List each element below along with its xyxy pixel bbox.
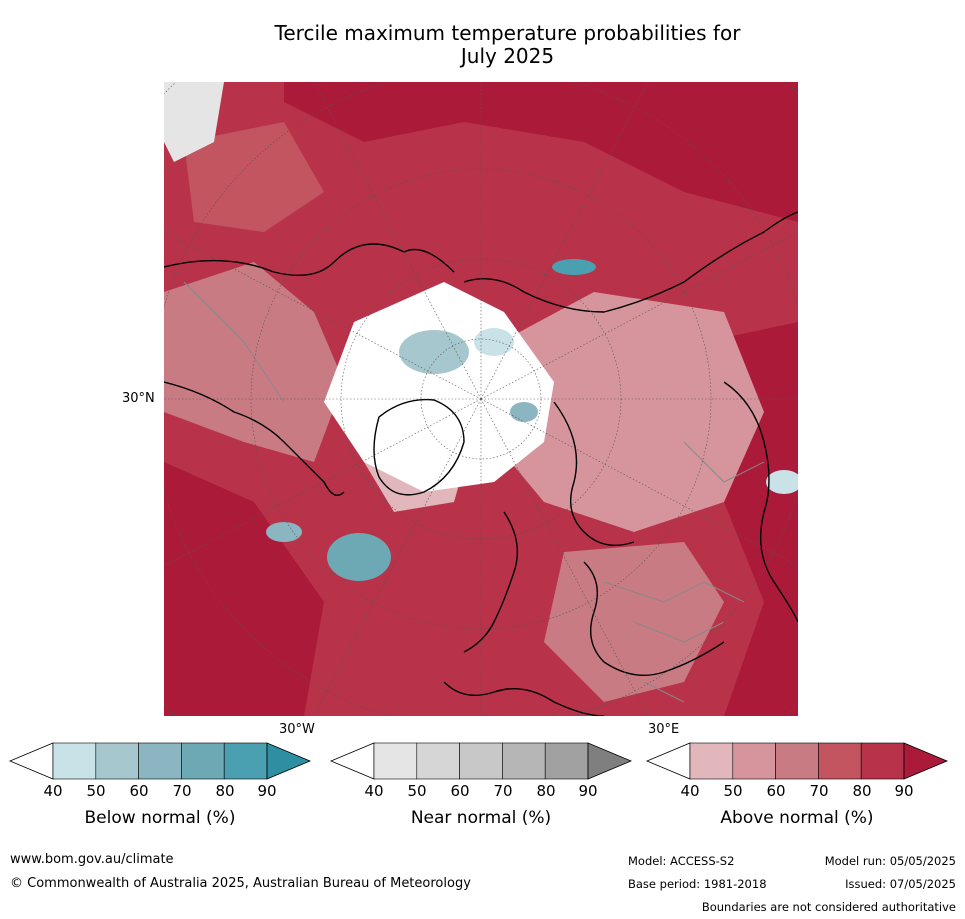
- tick-near-80: 80: [536, 782, 556, 800]
- tick-near-60: 60: [450, 782, 470, 800]
- colorbar-2-segment-2: [775, 742, 819, 780]
- colorbar-1-segment-4: [544, 742, 589, 780]
- colorbar-above-normal-label: Above normal (%): [720, 808, 874, 828]
- graticule: [164, 82, 798, 716]
- colorbar-1-extension-low: [329, 742, 375, 780]
- footer-issued: Issued: 07/05/2025: [845, 877, 956, 891]
- colorbar-2-segment-4: [860, 742, 905, 780]
- colorbar-0-extension-low: [8, 742, 54, 780]
- longitude-label-30e: 30°E: [648, 722, 680, 737]
- colorbar-near-normal-svg: [329, 742, 633, 780]
- colorbar-0-segment-1: [95, 742, 139, 780]
- tick-near-70: 70: [493, 782, 513, 800]
- footer-website: www.bom.gov.au/climate: [10, 852, 174, 867]
- footer-disclaimer: Boundaries are not considered authoritat…: [701, 900, 956, 914]
- region-below-normal-atlantic: [327, 533, 391, 581]
- region-siberia: [464, 292, 764, 532]
- region-pacific-light: [184, 122, 324, 232]
- colorbar-above-normal-svg: [645, 742, 949, 780]
- region-north-atlantic: [164, 462, 324, 716]
- tick-above-40: 40: [680, 782, 700, 800]
- colorbar-near-normal-label: Near normal (%): [410, 808, 552, 828]
- colorbar-0-segment-0: [52, 742, 97, 780]
- polar-map: [164, 82, 798, 716]
- latitude-label-30n: 30°N: [122, 391, 155, 406]
- colorbar-2-segment-0: [689, 742, 734, 780]
- region-below-normal-labrador: [266, 522, 302, 542]
- tick-near-40: 40: [364, 782, 384, 800]
- region-north-america: [164, 262, 344, 462]
- tick-below-60: 60: [129, 782, 149, 800]
- tick-below-50: 50: [86, 782, 106, 800]
- colorbar-1-segment-1: [416, 742, 460, 780]
- title-line-2: July 2025: [460, 44, 555, 68]
- region-below-normal-japan: [766, 470, 798, 494]
- colorbar-1-extension-high: [587, 742, 633, 780]
- tick-near-50: 50: [407, 782, 427, 800]
- colorbar-0-extension-high: [266, 742, 312, 780]
- colorbar-2-extension-low: [645, 742, 691, 780]
- colorbar-0-segment-2: [138, 742, 182, 780]
- region-below-normal-okhotsk: [552, 259, 596, 275]
- colorbar-0-segment-3: [181, 742, 225, 780]
- tick-above-60: 60: [766, 782, 786, 800]
- colorbar-above-normal: [645, 742, 949, 780]
- region-below-normal-arctic: [399, 330, 469, 374]
- map-title: Tercile maximum temperature probabilitie…: [0, 22, 965, 68]
- colorbar-2-segment-3: [818, 742, 862, 780]
- footer-base-period: Base period: 1981-2018: [628, 877, 767, 891]
- colorbar-1-segment-0: [373, 742, 418, 780]
- colorbar-0-segment-4: [223, 742, 268, 780]
- tick-below-70: 70: [172, 782, 192, 800]
- region-below-normal-arctic-2: [474, 328, 514, 356]
- colorbar-2-segment-1: [732, 742, 776, 780]
- tick-above-80: 80: [852, 782, 872, 800]
- colorbar-below-normal: [8, 742, 312, 780]
- colorbar-near-normal: [329, 742, 633, 780]
- region-near-normal-nw: [164, 82, 224, 162]
- tick-below-40: 40: [43, 782, 63, 800]
- tick-below-80: 80: [215, 782, 235, 800]
- tick-near-90: 90: [578, 782, 598, 800]
- tick-below-90: 90: [257, 782, 277, 800]
- title-line-1: Tercile maximum temperature probabilitie…: [274, 21, 741, 45]
- footer-model: Model: ACCESS-S2: [628, 854, 735, 868]
- tick-above-90: 90: [894, 782, 914, 800]
- colorbar-2-extension-high: [903, 742, 949, 780]
- tick-above-50: 50: [723, 782, 743, 800]
- tick-above-70: 70: [809, 782, 829, 800]
- region-below-normal-barents: [510, 402, 538, 422]
- colorbar-below-normal-svg: [8, 742, 312, 780]
- colorbar-1-segment-2: [459, 742, 503, 780]
- coastlines: [164, 211, 798, 716]
- footer-copyright: © Commonwealth of Australia 2025, Austra…: [10, 876, 471, 891]
- map-canvas: [164, 82, 798, 716]
- footer-model-run: Model run: 05/05/2025: [824, 854, 956, 868]
- country-boundaries: [183, 281, 765, 703]
- colorbar-below-normal-label: Below normal (%): [84, 808, 236, 828]
- region-arctic-pacific: [284, 82, 798, 222]
- colorbar-1-segment-3: [502, 742, 546, 780]
- longitude-label-30w: 30°W: [279, 722, 315, 737]
